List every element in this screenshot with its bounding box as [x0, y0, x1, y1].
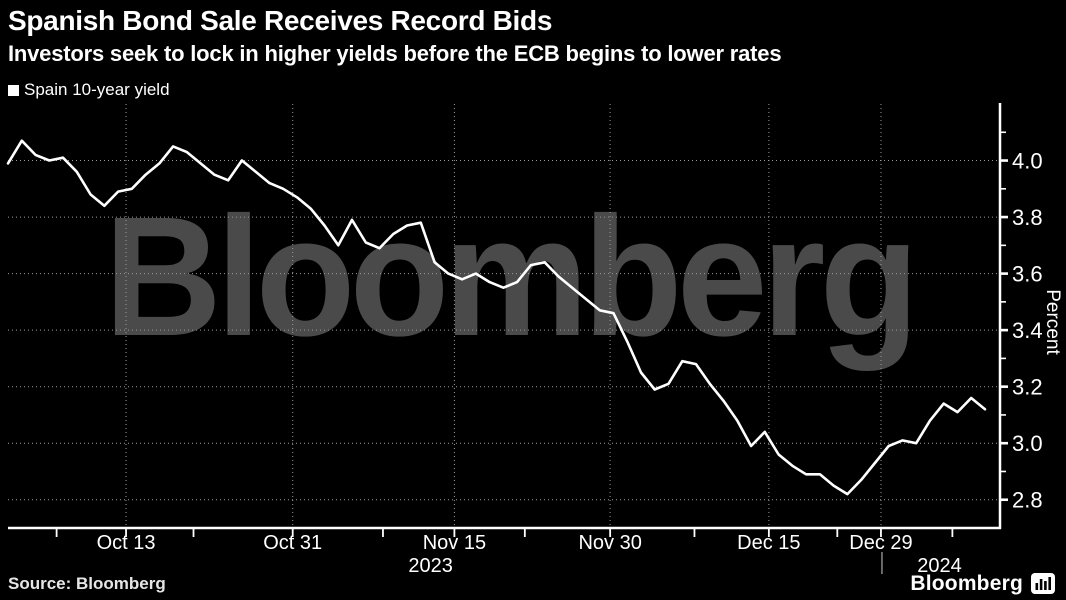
x-axis-label: Oct 31 [263, 532, 322, 554]
chart-subtitle: Investors seek to lock in higher yields … [8, 41, 782, 66]
bloomberg-chart-bubble-icon [1031, 573, 1055, 594]
y-axis-label: 3.0 [1012, 431, 1043, 456]
year-label: 2024 [917, 555, 962, 577]
bloomberg-logo-text: Bloomberg [910, 572, 1023, 595]
y-axis-title: Percent [1042, 289, 1063, 355]
y-axis-label: 3.4 [1012, 318, 1043, 343]
y-axis-label: 3.2 [1012, 375, 1043, 400]
x-axis-label: Nov 15 [423, 532, 486, 554]
x-axis-label: Nov 30 [578, 532, 641, 554]
y-axis-label: 3.8 [1012, 205, 1043, 230]
chart-title: Spanish Bond Sale Receives Record Bids [8, 5, 553, 36]
x-axis-label: Oct 13 [97, 532, 156, 554]
y-axis-label: 2.8 [1012, 488, 1043, 513]
legend: Spain 10-year yield [8, 80, 170, 100]
year-label: 2023 [408, 555, 453, 577]
y-axis-label: 4.0 [1012, 149, 1043, 174]
bloomberg-logo: Bloomberg [910, 572, 1056, 596]
x-axis-label: Dec 29 [849, 532, 912, 554]
legend-swatch [8, 84, 19, 96]
x-axis-label: Dec 15 [737, 532, 800, 554]
bloomberg-watermark: Bloomberg [104, 182, 919, 372]
y-axis-label: 3.6 [1012, 262, 1043, 287]
source-credit: Source: Bloomberg [8, 574, 166, 593]
yield-line [6, 139, 987, 496]
legend-label: Spain 10-year yield [24, 80, 170, 99]
